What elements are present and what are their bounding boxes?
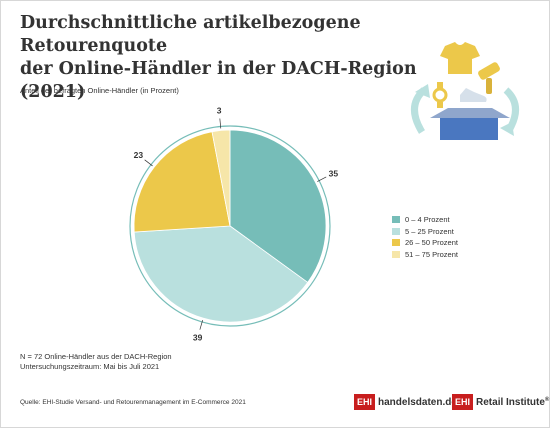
watch-icon [432, 82, 448, 108]
sample-note: N = 72 Online-Händler aus der DACH-Regio… [20, 352, 172, 361]
ehi-logo-box: EHI [354, 394, 376, 410]
pie-slice [229, 129, 327, 283]
pie-slice [211, 129, 231, 227]
pie-data-label: 3 [217, 106, 222, 116]
pie-slice [133, 225, 309, 323]
pie-data-label: 23 [134, 150, 144, 160]
legend: 0 – 4 Prozent 5 – 25 Prozent 26 – 50 Pro… [392, 214, 458, 260]
legend-item: 51 – 75 Prozent [392, 249, 458, 261]
legend-swatch [392, 227, 400, 235]
legend-label: 5 – 25 Prozent [405, 226, 454, 236]
handelsdaten-logo: EHI handelsdaten.de [354, 392, 457, 412]
shoe-icon [460, 88, 487, 102]
legend-item: 26 – 50 Prozent [392, 237, 458, 249]
legend-swatch [392, 239, 400, 247]
source-note: Quelle: EHI-Studie Versand- und Retouren… [20, 399, 246, 406]
title-line-1: Durchschnittliche artikelbezogene Retour… [20, 13, 361, 56]
legend-label: 26 – 50 Prozent [405, 238, 458, 248]
legend-item: 0 – 4 Prozent [392, 214, 458, 226]
chart-subtitle: Anteil der befragten Online-Händler (in … [20, 86, 179, 95]
pie-data-label: 35 [329, 168, 339, 178]
registered-mark: ® [544, 396, 550, 403]
drill-icon [478, 62, 500, 94]
pie-slices [133, 129, 327, 323]
legend-label: 0 – 4 Prozent [405, 215, 450, 225]
legend-label: 51 – 75 Prozent [405, 250, 458, 260]
pie-slice [133, 131, 231, 233]
arrow-right-icon [500, 87, 519, 136]
legend-swatch [392, 216, 400, 224]
pie-labels: 35 39 23 3 [134, 106, 339, 343]
pie-data-label: 39 [193, 332, 203, 342]
pie-leader-line [144, 159, 153, 167]
legend-item: 5 – 25 Prozent [392, 226, 458, 238]
chart-title: Durchschnittliche artikelbezogene Retour… [20, 12, 420, 104]
period-note: Untersuchungszeitraum: Mai bis Juli 2021 [20, 362, 160, 371]
pie-outer-ring [129, 125, 331, 327]
arrow-left-icon [411, 84, 430, 134]
retail-institute-label: Retail Institute [476, 396, 545, 408]
returns-illustration [411, 42, 519, 140]
pie-leader-line [317, 176, 327, 182]
box-icon [430, 108, 510, 140]
ehi-logo-box: EHI [452, 394, 474, 410]
footnotes: N = 72 Online-Händler aus der DACH-Regio… [20, 352, 172, 372]
shirt-icon [440, 42, 480, 74]
retail-institute-text: Retail Institute® [476, 397, 549, 408]
legend-swatch [392, 251, 400, 259]
pie-leader-line [219, 118, 222, 129]
title-line-2: der Online-Händler in der DACH-Region (2… [20, 59, 417, 102]
ehi-retail-institute-logo: EHI Retail Institute® [452, 392, 549, 412]
handelsdaten-text: handelsdaten.de [378, 396, 457, 408]
pie-leader-line [199, 320, 203, 330]
